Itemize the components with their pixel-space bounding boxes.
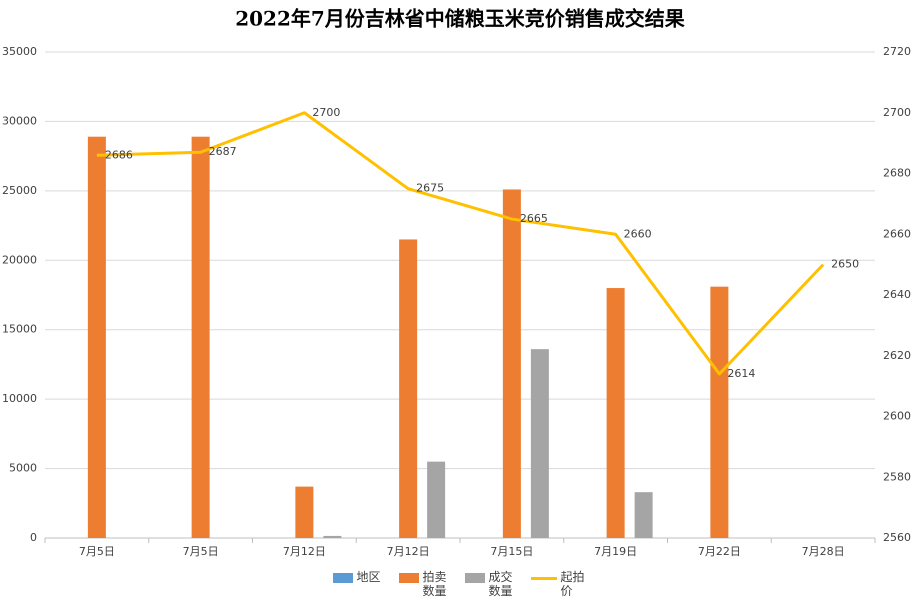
x-tick-label: 7月15日 [490, 545, 533, 558]
y2-tick-label: 2680 [883, 167, 911, 180]
legend-swatch [464, 573, 485, 583]
legend-swatch [530, 577, 557, 580]
y-tick-label: 0 [30, 531, 37, 544]
legend-item: 拍卖数量 [398, 570, 451, 598]
x-tick-label: 7月19日 [594, 545, 637, 558]
x-tick-label: 7月5日 [79, 545, 115, 558]
y-tick-label: 20000 [2, 253, 37, 266]
x-tick-label: 7月28日 [802, 545, 845, 558]
data-label: 2675 [416, 182, 444, 195]
bar [399, 239, 418, 538]
y-tick-label: 35000 [2, 45, 37, 58]
x-tick-label: 7月22日 [698, 545, 741, 558]
bar [530, 349, 549, 538]
x-tick-label: 7月12日 [387, 545, 430, 558]
y-tick-label: 30000 [2, 114, 37, 127]
data-label: 2700 [312, 106, 340, 119]
data-label: 2614 [727, 367, 755, 380]
bar [191, 136, 210, 538]
legend-item: 起拍价 [530, 570, 589, 598]
x-tick-label: 7月5日 [183, 545, 219, 558]
y-tick-label: 5000 [9, 462, 37, 475]
bar [634, 492, 653, 538]
y2-tick-label: 2620 [883, 349, 911, 362]
chart-title: 2022年7月份吉林省中储粮玉米竞价销售成交结果 [235, 7, 685, 31]
legend-label: 成交数量 [488, 570, 513, 598]
legend-item: 成交数量 [464, 570, 517, 598]
legend-swatch [332, 573, 353, 583]
y2-tick-label: 2720 [883, 45, 911, 58]
bar [606, 288, 625, 538]
data-label: 2660 [624, 227, 652, 240]
legend: 地区 拍卖数量 成交数量 起拍价 [0, 570, 921, 598]
y2-tick-label: 2580 [883, 470, 911, 483]
bar [502, 189, 521, 538]
legend-item: 地区 [332, 570, 385, 598]
bar [710, 286, 729, 538]
y2-tick-label: 2700 [883, 106, 911, 119]
y-tick-label: 15000 [2, 323, 37, 336]
line [96, 111, 825, 376]
data-label: 2650 [831, 258, 859, 271]
bar [87, 136, 106, 538]
y2-tick-label: 2600 [883, 410, 911, 423]
legend-label: 起拍价 [560, 570, 585, 598]
y-tick-label: 25000 [2, 184, 37, 197]
legend-label: 地区 [356, 570, 381, 584]
y-tick-label: 10000 [2, 392, 37, 405]
y2-tick-label: 2560 [883, 531, 911, 544]
x-tick-label: 7月12日 [283, 545, 326, 558]
data-label: 2686 [105, 148, 133, 161]
legend-label: 拍卖数量 [422, 570, 447, 598]
bar [427, 461, 446, 538]
data-label: 2687 [209, 145, 237, 158]
legend-swatch [398, 573, 419, 583]
y2-tick-label: 2640 [883, 288, 911, 301]
y2-tick-label: 2660 [883, 227, 911, 240]
bar [295, 486, 314, 538]
bar [323, 535, 342, 538]
data-label: 2665 [520, 212, 548, 225]
